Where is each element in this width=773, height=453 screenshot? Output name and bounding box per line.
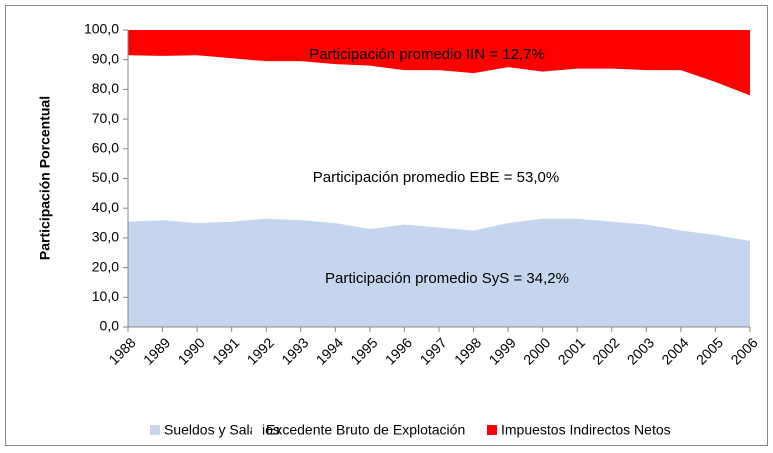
area <box>128 218 750 327</box>
area <box>128 30 750 96</box>
y-tick-label: 10,0 <box>92 288 119 304</box>
y-tick-label: 40,0 <box>92 199 119 215</box>
y-tick-label: 80,0 <box>92 80 119 96</box>
y-tick-label: 90,0 <box>92 50 119 66</box>
y-tick-label: 30,0 <box>92 229 119 245</box>
y-tick-label: 100,0 <box>84 21 119 37</box>
y-tick-label: 0,0 <box>100 318 120 334</box>
y-tick-label: 70,0 <box>92 110 119 126</box>
y-tick-label: 50,0 <box>92 169 119 185</box>
annotation: Participación promedio EBE = 53,0% <box>313 169 559 186</box>
y-tick-label: 20,0 <box>92 258 119 274</box>
annotation: Participación promedio IIN = 12,7% <box>309 46 545 63</box>
annotation: Participación promedio SyS = 34,2% <box>325 270 569 287</box>
legend-swatch <box>487 425 497 435</box>
legend-label: Impuestos Indirectos Netos <box>501 422 671 438</box>
legend-swatch <box>150 425 160 435</box>
legend-swatch <box>252 425 262 435</box>
y-axis-label: Participación Porcentual <box>37 96 53 260</box>
legend-label: Excedente Bruto de Explotación <box>266 422 465 438</box>
y-tick-label: 60,0 <box>92 140 119 156</box>
legend-label: Sueldos y Salarios <box>164 422 280 438</box>
area <box>128 55 750 241</box>
